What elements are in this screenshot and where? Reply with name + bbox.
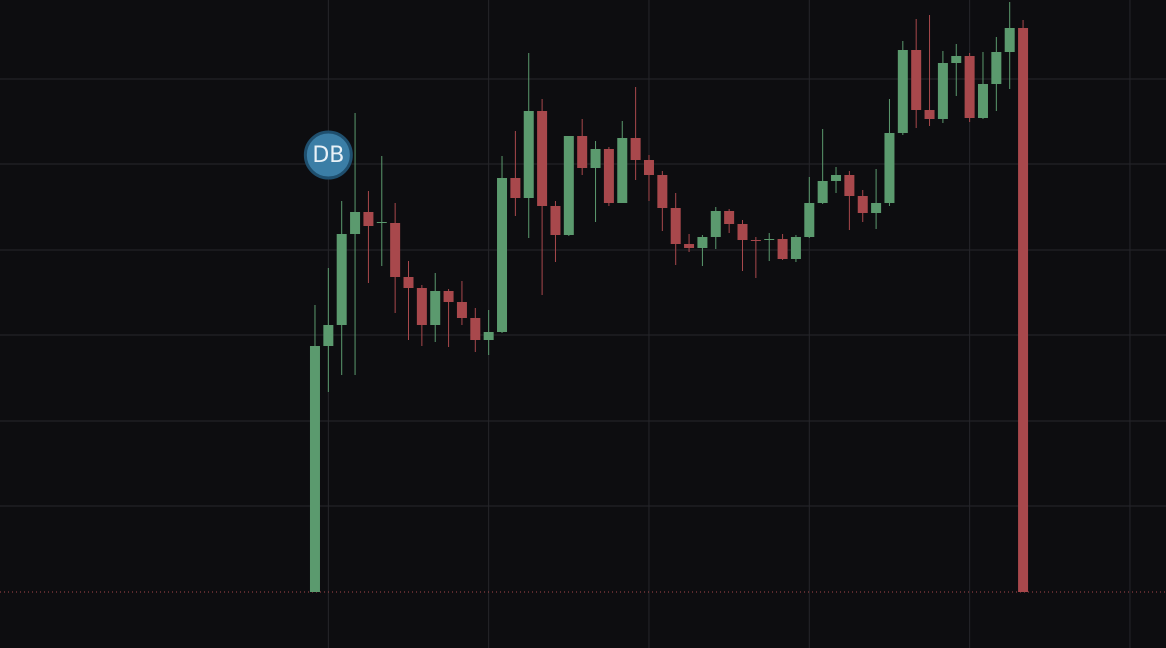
candle-body	[724, 211, 735, 224]
candle-body	[497, 178, 508, 332]
candle-body	[951, 56, 962, 63]
candle-body	[991, 52, 1002, 84]
candle-body	[964, 56, 975, 118]
candle-body	[537, 111, 548, 206]
candle-body	[764, 239, 775, 240]
candle-body	[577, 136, 588, 168]
candle-body	[403, 277, 414, 288]
annotation-badge	[303, 130, 353, 180]
candle-body	[323, 325, 334, 346]
candle-body	[911, 50, 922, 110]
candle-body	[376, 222, 387, 223]
candle-body	[790, 237, 801, 259]
candle-body	[670, 208, 681, 244]
candle-body	[777, 239, 788, 259]
candle-body	[710, 211, 721, 237]
candle-body	[550, 206, 561, 235]
candle-body	[871, 203, 882, 213]
candle-body	[603, 149, 614, 203]
candles	[309, 2, 1029, 592]
candle-body	[977, 84, 988, 118]
candle-body	[443, 291, 454, 302]
candle-body	[684, 244, 695, 248]
candle-body	[590, 149, 601, 168]
candle-body	[350, 212, 361, 234]
candle-body	[416, 288, 427, 325]
candle-body	[844, 175, 855, 196]
candle-body	[817, 181, 828, 203]
candle-body	[937, 63, 948, 119]
candle-body	[657, 175, 668, 208]
candle-body	[697, 237, 708, 248]
candle-body	[336, 234, 347, 325]
candle-body	[456, 302, 467, 318]
candle-body	[897, 50, 908, 133]
candle-body	[804, 203, 815, 237]
candle-body	[563, 136, 574, 235]
candle-body	[309, 346, 320, 592]
candle-body	[750, 240, 761, 241]
candle-body	[510, 178, 521, 198]
candle-body	[737, 224, 748, 240]
candle-body	[1018, 28, 1029, 592]
candle-body	[470, 318, 481, 340]
candle-body	[831, 175, 842, 181]
candle-body	[643, 160, 654, 175]
candle-body	[430, 291, 441, 325]
candle-body	[390, 223, 401, 277]
candle-body	[483, 332, 494, 340]
annotations: DB	[303, 130, 353, 180]
candle-body	[523, 111, 534, 198]
candle-body	[924, 110, 935, 119]
candle-body	[617, 138, 628, 203]
candle-body	[363, 212, 374, 226]
candle-body	[884, 133, 895, 203]
candle-body	[1004, 28, 1015, 52]
candle-body	[857, 196, 868, 213]
candle-body	[630, 138, 641, 160]
annotation-label: DB	[312, 143, 344, 168]
